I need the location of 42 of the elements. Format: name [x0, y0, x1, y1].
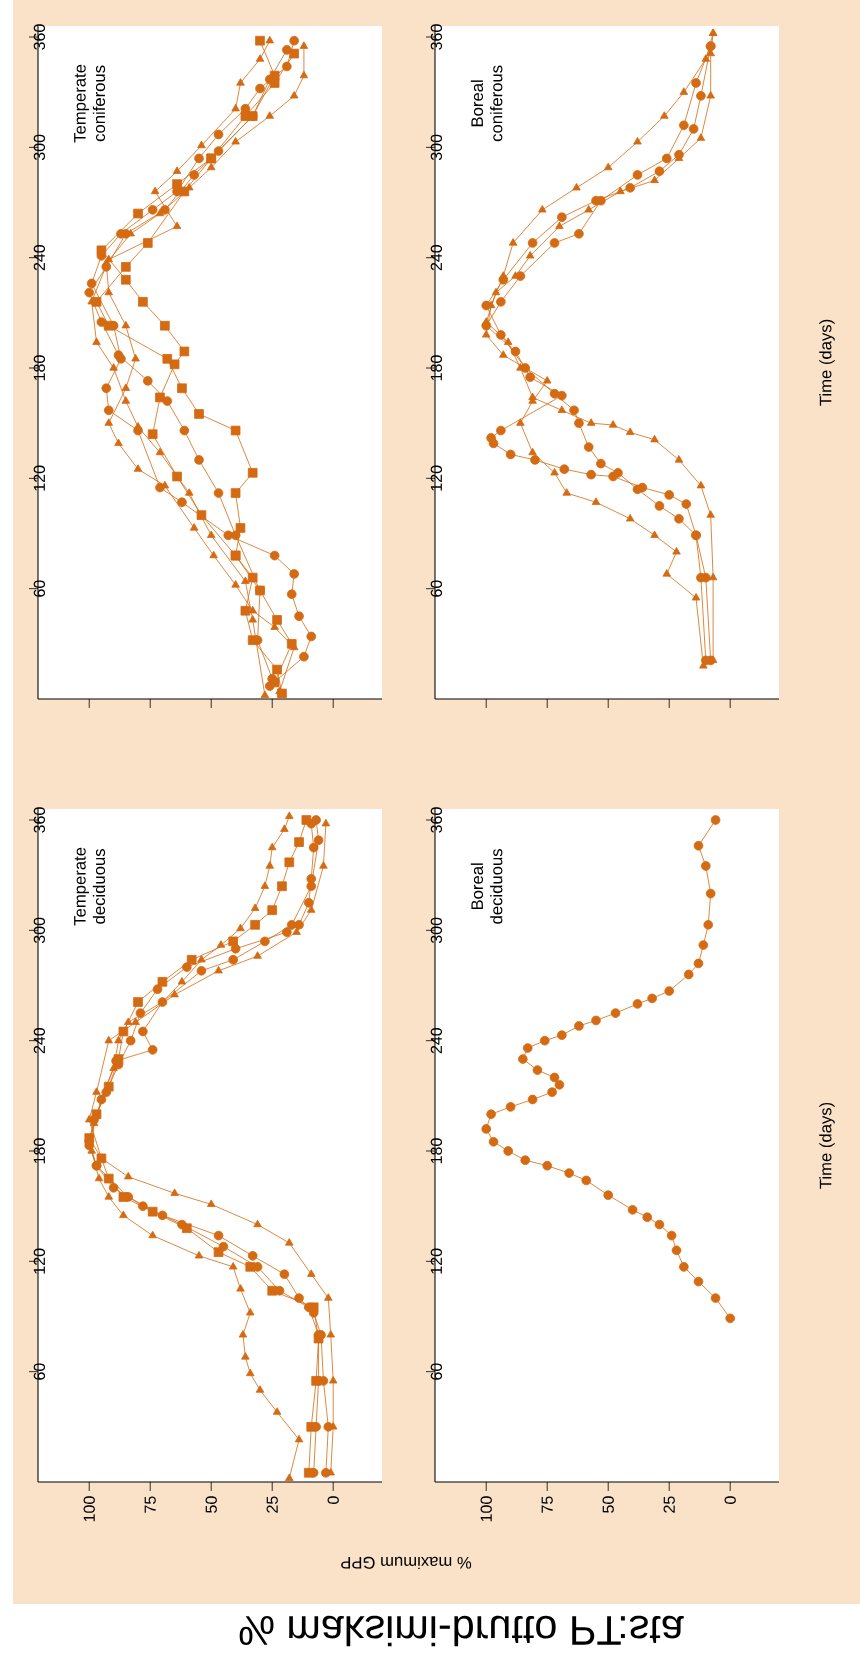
y-tick-label: 360: [33, 24, 46, 50]
x-tick-label: 100: [83, 1496, 95, 1522]
y-tick-label: 120: [430, 465, 443, 491]
y-tick-label: 360: [430, 24, 443, 50]
text: Boreal coniferous: [470, 65, 503, 142]
y-tick-label: 120: [33, 465, 46, 491]
x-tick-label: 100: [480, 1496, 492, 1522]
y-axis-title: Time (days): [819, 319, 835, 406]
y-tick-label: 180: [33, 1138, 46, 1164]
x-tick-label: 50: [602, 1496, 614, 1513]
x-tick-label: 25: [266, 1496, 278, 1513]
y-tick-label: 300: [430, 917, 443, 944]
y-tick-label: 120: [430, 1248, 443, 1274]
y-axis-title: Time (days): [819, 1102, 835, 1189]
y-tick-label: 180: [430, 355, 443, 381]
y-tick-label: 240: [430, 244, 443, 271]
y-tick-label: 300: [33, 917, 46, 944]
x-tick-label: 25: [663, 1496, 675, 1513]
y-tick-label: 180: [33, 355, 46, 381]
text: Temperate deciduous: [74, 847, 106, 926]
y-tick-label: 360: [430, 807, 443, 833]
x-tick-label: 75: [541, 1496, 553, 1513]
x-tick-label: 50: [205, 1496, 217, 1513]
text: % maksimi-brutto PT:sta: [239, 1615, 684, 1647]
y-tick-label: 60: [430, 580, 443, 597]
y-tick-label: 300: [33, 134, 46, 161]
y-tick-label: 240: [33, 1027, 46, 1054]
x-tick-label: 0: [327, 1496, 339, 1504]
x-tick-label: 0: [724, 1496, 736, 1504]
y-tick-label: 240: [430, 1027, 443, 1054]
text: Boreal deciduous: [470, 849, 503, 924]
y-tick-label: 240: [33, 244, 46, 271]
y-tick-label: 360: [33, 807, 46, 833]
y-tick-label: 300: [430, 134, 443, 161]
text: Temperate coniferous: [74, 64, 106, 143]
y-tick-label: 180: [430, 1138, 443, 1164]
y-tick-label: 60: [430, 1363, 443, 1380]
y-tick-label: 120: [33, 1248, 46, 1274]
y-tick-label: 60: [33, 580, 46, 597]
y-tick-label: 60: [33, 1363, 46, 1380]
x-tick-label: 75: [144, 1496, 156, 1513]
x-axis-title: % maximum GPP: [341, 1556, 472, 1570]
